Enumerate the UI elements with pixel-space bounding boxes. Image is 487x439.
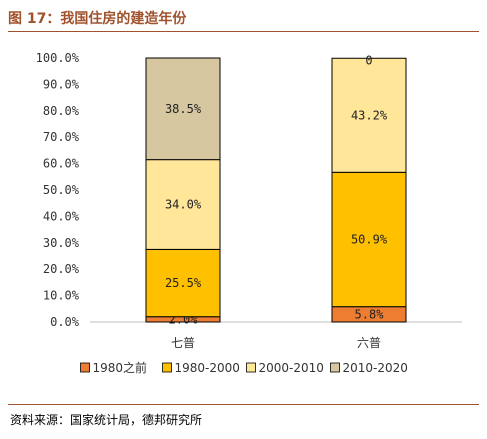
legend-swatch-0 [80, 362, 90, 373]
y-tick-label: 70.0% [43, 130, 80, 144]
data-label-0-3: 38.5% [165, 102, 202, 116]
y-tick-label: 100.0% [36, 51, 80, 65]
data-label-1-2: 43.2% [351, 108, 388, 122]
legend-swatch-2 [246, 362, 256, 373]
legend-swatch-1 [162, 362, 172, 373]
bar-segment-1-2 [331, 57, 407, 173]
legend-label-0: 1980之前 [93, 360, 148, 375]
chart-title: 图 17：我国住房的建造年份 [8, 11, 187, 27]
legend-label-1: 1980-2000 [175, 361, 240, 375]
y-tick-label: 50.0% [43, 183, 80, 197]
y-tick-label: 20.0% [43, 262, 80, 276]
data-label-1-3: 0 [365, 53, 372, 67]
data-label-0-2: 34.0% [165, 198, 202, 212]
legend-swatch-3 [330, 362, 340, 373]
source-divider [8, 404, 479, 405]
y-tick-label: 40.0% [43, 209, 80, 223]
y-tick-label: 0.0% [50, 315, 80, 329]
title-divider [8, 31, 479, 32]
x-category-label: 七普 [171, 336, 195, 350]
stacked-bar-chart: 0.0% 10.0% 20.0% 30.0% 40.0% 50.0% 60.0% 70.0% 8… [36, 51, 462, 375]
bar-segment-0-1 [145, 248, 221, 318]
y-tick-label: 90.0% [43, 77, 80, 91]
legend-label-3: 2010-2020 [343, 361, 408, 375]
data-label-0-1: 25.5% [165, 276, 202, 290]
x-category-label: 六普 [357, 336, 381, 350]
data-label-1-0: 5.8% [355, 307, 385, 321]
data-label-1-1: 50.9% [351, 233, 388, 247]
legend-label-2: 2000-2010 [259, 361, 324, 375]
y-tick-label: 80.0% [43, 104, 80, 118]
source-note: 资料来源：国家统计局，德邦研究所 [10, 413, 203, 427]
y-tick-label: 30.0% [43, 236, 80, 250]
y-tick-label: 10.0% [43, 289, 80, 303]
bar-segment-0-3 [145, 57, 221, 161]
y-tick-label: 60.0% [43, 157, 80, 171]
bar-segment-1-1 [331, 171, 407, 308]
